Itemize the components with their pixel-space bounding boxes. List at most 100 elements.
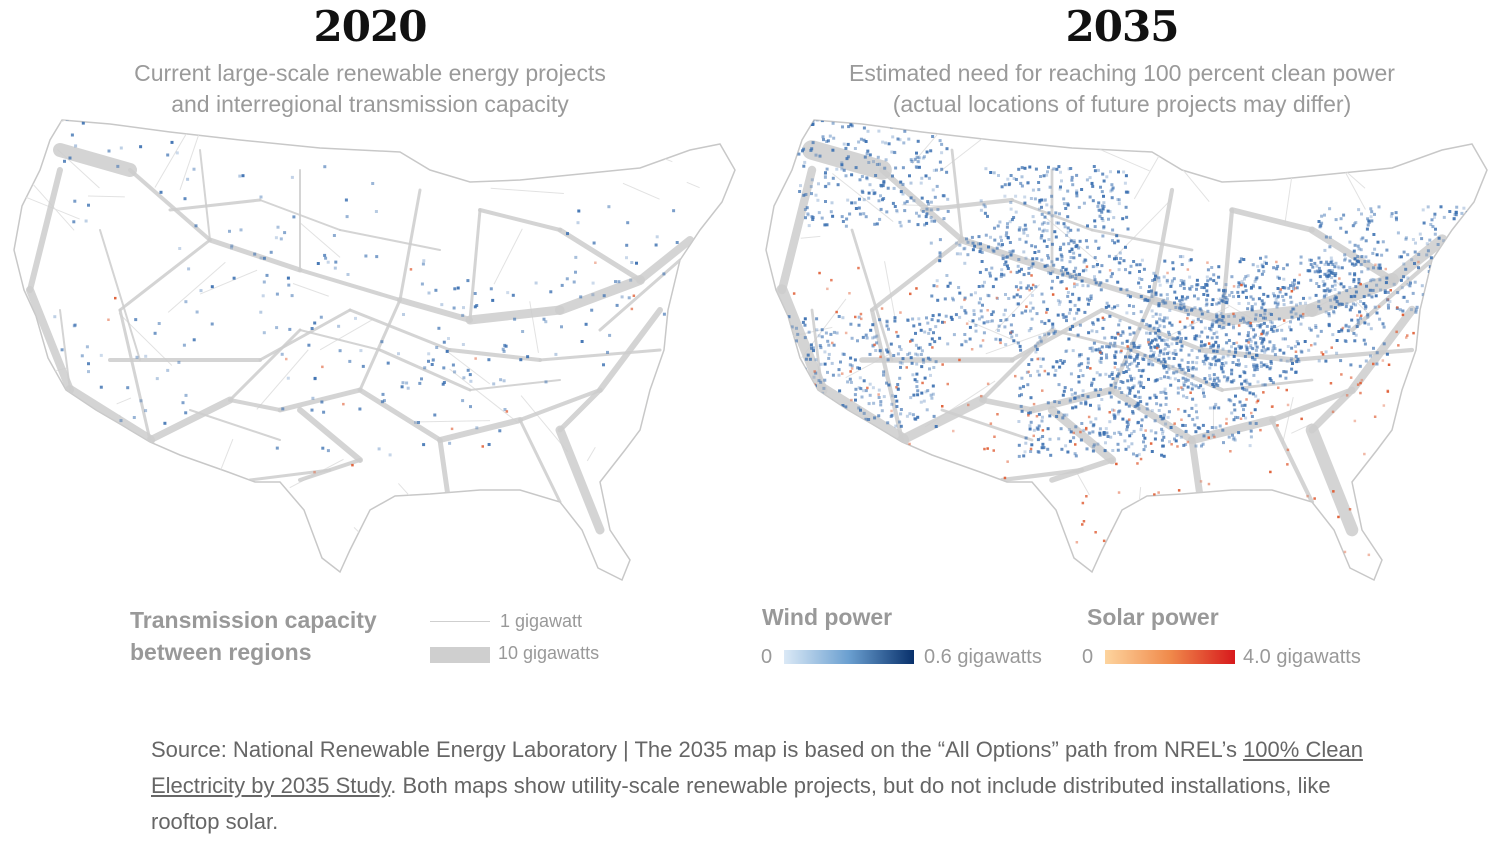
wind-project-cell [903,129,907,133]
wind-project-cell [1462,263,1466,267]
wind-project-cell [1216,383,1220,387]
wind-project-cell [1127,355,1131,359]
wind-project-cell [925,207,929,211]
wind-project-cell [1162,357,1166,361]
wind-project-cell [1414,241,1417,245]
study-link[interactable]: 100% Clean Electricity by 2035 Study [151,737,1363,798]
transmission-line [1289,347,1415,363]
wind-project-cell [1047,271,1051,275]
wind-project-cell [1451,290,1455,294]
wind-project-cell [1323,213,1326,217]
wind-project-cell [830,415,834,419]
solar-project-cell [996,413,999,416]
solar-project-cell [1240,525,1244,529]
wind-project-cell [1218,424,1222,428]
wind-min-label: 0 [761,646,773,668]
wind-project-cell [1151,279,1155,282]
wind-project-cell [1026,284,1030,288]
wind-project-cell [923,330,927,334]
wind-project-cell [1333,279,1337,283]
wind-project-cell [1249,286,1253,290]
wind-project-cell [1110,335,1114,339]
wind-project-cell [1252,363,1256,367]
wind-project-cell [1058,248,1062,252]
wind-project-cell [1182,302,1186,306]
solar-project-cell [1175,522,1178,525]
wind-project-cell [262,331,266,335]
wind-project-cell [1254,348,1258,352]
wind-project-cell [1319,260,1323,264]
wind-project-cell [1000,268,1004,272]
wind-project-cell [1069,430,1073,434]
wind-project-cell [1209,363,1213,366]
wind-project-cell [1072,317,1076,321]
wind-project-cell [1178,363,1182,367]
wind-project-cell [1070,248,1074,251]
wind-project-cell [1328,207,1332,211]
wind-project-cell [1389,214,1393,218]
wind-project-cell [1162,454,1166,458]
solar-project-cell [1247,341,1250,344]
wind-project-cell [1354,303,1358,307]
wind-project-cell [894,394,898,398]
wind-project-cell [903,209,907,213]
wind-project-cell [662,272,666,276]
wind-project-cell [1226,298,1229,302]
wind-project-cell [1199,384,1203,388]
wind-project-cell [1284,337,1287,341]
solar-project-cell [1157,491,1160,494]
wind-project-cell [406,386,410,390]
state-boundary [412,120,425,149]
wind-project-cell [345,215,349,219]
wind-project-cell [1309,258,1313,262]
wind-project-cell [1191,326,1195,330]
wind-project-cell [68,156,72,160]
wind-project-cell [1269,360,1273,364]
wind-project-cell [915,362,919,366]
wind-project-cell [901,357,905,361]
wind-project-cell [1148,331,1152,335]
wind-project-cell [1126,423,1130,427]
solar-project-cell [1180,386,1183,389]
wind-project-cell [447,337,450,340]
wind-project-cell [854,387,858,391]
wind-project-cell [1360,212,1363,216]
wind-project-cell [1454,210,1458,214]
wind-project-cell [1153,437,1157,441]
wind-project-cell [1454,275,1458,279]
wind-project-cell [1162,352,1166,356]
wind-project-cell [1113,416,1117,420]
wind-project-cell [1097,201,1101,205]
wind-project-cell [1289,310,1293,314]
wind-project-cell [1209,344,1213,348]
wind-project-cell [1180,344,1184,348]
wind-project-cell [1113,257,1116,261]
wind-project-cell [1005,318,1009,322]
transmission-line [478,208,562,232]
wind-project-cell [794,364,798,368]
wind-project-cell [807,421,811,425]
wind-project-cell [814,153,818,157]
wind-project-cell [1132,331,1136,335]
wind-project-cell [1415,305,1419,309]
wind-project-cell [1231,433,1234,437]
transmission-line [1099,307,1205,353]
wind-project-cell [1157,276,1161,280]
solar-project-cell [813,370,816,373]
state-boundary [319,318,374,351]
solar-max-label: 4.0 gigawatts [1243,646,1361,668]
wind-project-cell [1402,275,1406,279]
wind-project-cell [1143,297,1147,301]
wind-project-cell [1217,406,1221,410]
solar-project-cell [983,554,987,558]
wind-project-cell [1308,269,1312,273]
wind-project-cell [1339,226,1343,230]
wind-project-cell [1292,287,1295,291]
solar-project-cell [1240,283,1243,287]
wind-project-cell [1252,373,1256,377]
wind-project-cell [1113,241,1117,245]
wind-project-cell [579,295,583,299]
wind-project-cell [979,297,982,301]
wind-project-cell [1027,363,1031,366]
wind-project-cell [1258,325,1262,329]
